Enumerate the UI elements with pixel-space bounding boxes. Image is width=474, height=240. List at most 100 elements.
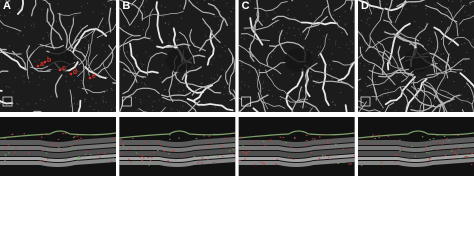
vessel bbox=[365, 8, 385, 52]
speckle bbox=[442, 53, 444, 55]
flow-signal bbox=[202, 148, 204, 150]
speckle bbox=[38, 84, 40, 86]
speckle bbox=[262, 82, 264, 84]
speckle bbox=[39, 76, 41, 78]
retinal-layer bbox=[0, 137, 116, 147]
vessel bbox=[202, 18, 221, 44]
speckle bbox=[213, 57, 215, 59]
vessel bbox=[174, 71, 222, 94]
speckle bbox=[196, 51, 198, 53]
speckle bbox=[366, 109, 368, 111]
scale-box bbox=[2, 96, 13, 107]
speckle bbox=[40, 69, 42, 71]
speckle bbox=[43, 37, 45, 39]
flow-signal bbox=[27, 134, 30, 136]
flow-signal bbox=[233, 154, 236, 156]
flow-signal bbox=[243, 152, 246, 154]
speckle bbox=[344, 11, 346, 13]
flow-signal bbox=[181, 154, 183, 156]
flow-signal bbox=[224, 137, 226, 139]
speckle bbox=[365, 7, 367, 9]
speckle bbox=[80, 6, 82, 8]
flow-signal bbox=[158, 142, 161, 144]
retinal-layer bbox=[0, 143, 116, 152]
vessel bbox=[107, 0, 116, 2]
flow-signal bbox=[305, 134, 308, 136]
speckle bbox=[182, 105, 184, 107]
speckle bbox=[440, 54, 442, 56]
vessel bbox=[72, 28, 108, 54]
speckle bbox=[108, 44, 110, 46]
speckle bbox=[130, 75, 132, 77]
flow-signal bbox=[78, 156, 80, 158]
speckle bbox=[286, 32, 288, 34]
flow-signal bbox=[245, 152, 248, 154]
speckle bbox=[94, 27, 96, 29]
flow-signal bbox=[348, 163, 350, 165]
speckle bbox=[58, 77, 60, 79]
speckle bbox=[23, 80, 25, 82]
speckle bbox=[49, 33, 51, 35]
speckle bbox=[287, 9, 289, 11]
vessel bbox=[302, 15, 328, 33]
flow-signal bbox=[130, 161, 132, 163]
speckle bbox=[232, 7, 234, 9]
flow-signal bbox=[292, 158, 295, 160]
speckle bbox=[250, 41, 252, 43]
speckle bbox=[124, 52, 126, 54]
speckle bbox=[278, 19, 280, 21]
speckle bbox=[413, 45, 415, 47]
flow-signal bbox=[282, 136, 285, 138]
speckle bbox=[433, 47, 435, 49]
speckle bbox=[171, 79, 173, 81]
speckle bbox=[361, 32, 363, 34]
speckle bbox=[318, 51, 320, 53]
retinal-layer bbox=[119, 143, 236, 152]
speckle bbox=[406, 79, 408, 81]
speckle bbox=[428, 85, 430, 87]
speckle bbox=[251, 36, 253, 38]
vessel bbox=[367, 76, 384, 109]
vessel bbox=[384, 102, 395, 112]
flow-signal bbox=[169, 134, 171, 136]
speckle bbox=[233, 30, 235, 32]
speckle bbox=[442, 67, 444, 69]
speckle bbox=[466, 51, 468, 53]
speckle bbox=[459, 63, 461, 65]
vessel bbox=[70, 17, 104, 51]
flow-signal bbox=[209, 145, 211, 147]
flow-signal bbox=[270, 134, 273, 136]
flow-signal bbox=[128, 158, 130, 160]
speckle bbox=[164, 6, 166, 8]
flow-signal bbox=[75, 141, 77, 143]
speckle bbox=[219, 55, 221, 57]
retinal-layer bbox=[357, 143, 474, 152]
speckle bbox=[76, 48, 78, 50]
speckle bbox=[331, 53, 333, 55]
speckle bbox=[447, 94, 449, 96]
speckle bbox=[110, 88, 112, 90]
speckle bbox=[73, 57, 75, 59]
speckle bbox=[201, 75, 203, 77]
speckle bbox=[415, 5, 417, 7]
speckle bbox=[102, 101, 104, 103]
flow-signal bbox=[327, 156, 330, 158]
flow-signal bbox=[324, 154, 327, 156]
vessel bbox=[371, 85, 406, 98]
vessel bbox=[371, 64, 377, 101]
speckle bbox=[42, 47, 44, 49]
speckle bbox=[106, 89, 108, 91]
speckle bbox=[380, 0, 382, 2]
speckle bbox=[50, 95, 52, 97]
flow-signal bbox=[408, 159, 411, 161]
speckle bbox=[65, 80, 67, 82]
flow-signal bbox=[456, 154, 458, 156]
scale-box bbox=[121, 96, 132, 107]
flow-signal bbox=[426, 152, 428, 154]
flow-signal bbox=[441, 143, 444, 145]
speckle bbox=[178, 71, 180, 73]
speckle bbox=[121, 62, 123, 64]
speckle bbox=[410, 105, 412, 107]
speckle bbox=[351, 10, 353, 12]
speckle bbox=[0, 0, 2, 2]
